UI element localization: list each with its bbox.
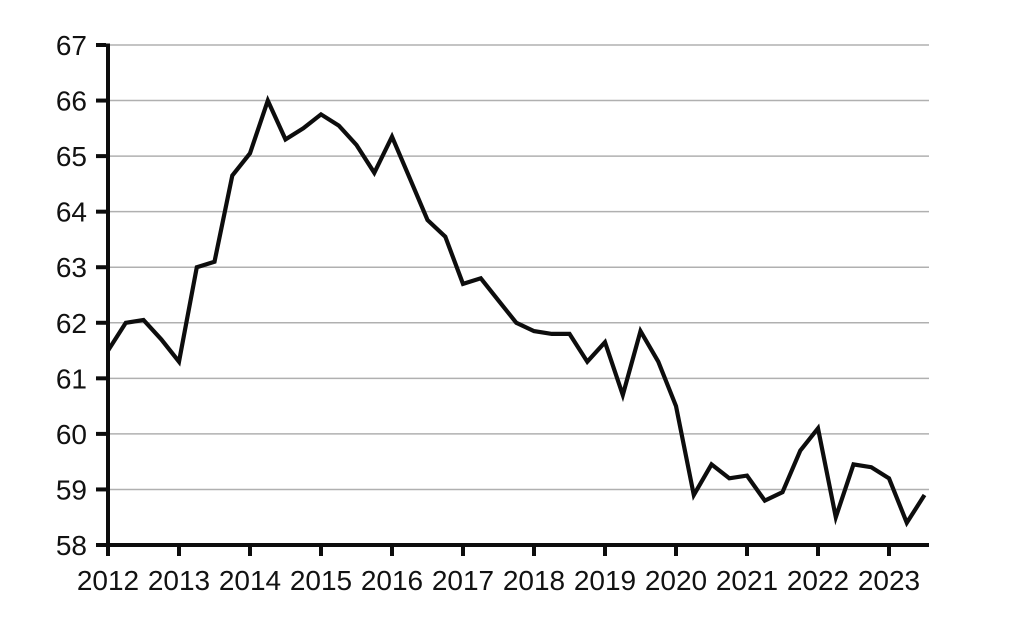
gridlines — [108, 44, 929, 491]
x-tick-labels: 2012 2013 2014 2015 2016 2017 2018 2019 2020 2021… — [77, 565, 920, 596]
y-tick-label: 58 — [56, 530, 87, 561]
x-tick-label: 2021 — [716, 565, 778, 596]
x-tick-label: 2012 — [77, 565, 139, 596]
data-series — [106, 94, 927, 528]
y-tick-label: 62 — [56, 308, 87, 339]
x-tick-label: 2018 — [503, 565, 565, 596]
axes — [106, 43, 929, 554]
x-tick-label: 2017 — [432, 565, 494, 596]
y-tick-label: 67 — [56, 30, 87, 61]
y-tick-label: 64 — [56, 197, 87, 228]
x-tick-label: 2019 — [574, 565, 636, 596]
x-tick-label: 2020 — [645, 565, 707, 596]
x-ticks — [106, 547, 891, 556]
x-tick-label: 2015 — [290, 565, 352, 596]
x-tick-label: 2023 — [858, 565, 920, 596]
x-tick-label: 2022 — [787, 565, 849, 596]
y-tick-label: 60 — [56, 419, 87, 450]
y-tick-label: 66 — [56, 86, 87, 117]
x-tick-label: 2013 — [148, 565, 210, 596]
y-tick-label: 59 — [56, 474, 87, 505]
x-tick-label: 2016 — [361, 565, 423, 596]
y-tick-label: 63 — [56, 252, 87, 283]
x-tick-label: 2014 — [219, 565, 281, 596]
data-line — [106, 94, 927, 528]
y-tick-label: 61 — [56, 363, 87, 394]
y-tick-labels: 58 59 60 61 62 63 64 65 66 67 — [56, 30, 87, 561]
y-tick-label: 65 — [56, 141, 87, 172]
y-ticks — [96, 43, 106, 547]
